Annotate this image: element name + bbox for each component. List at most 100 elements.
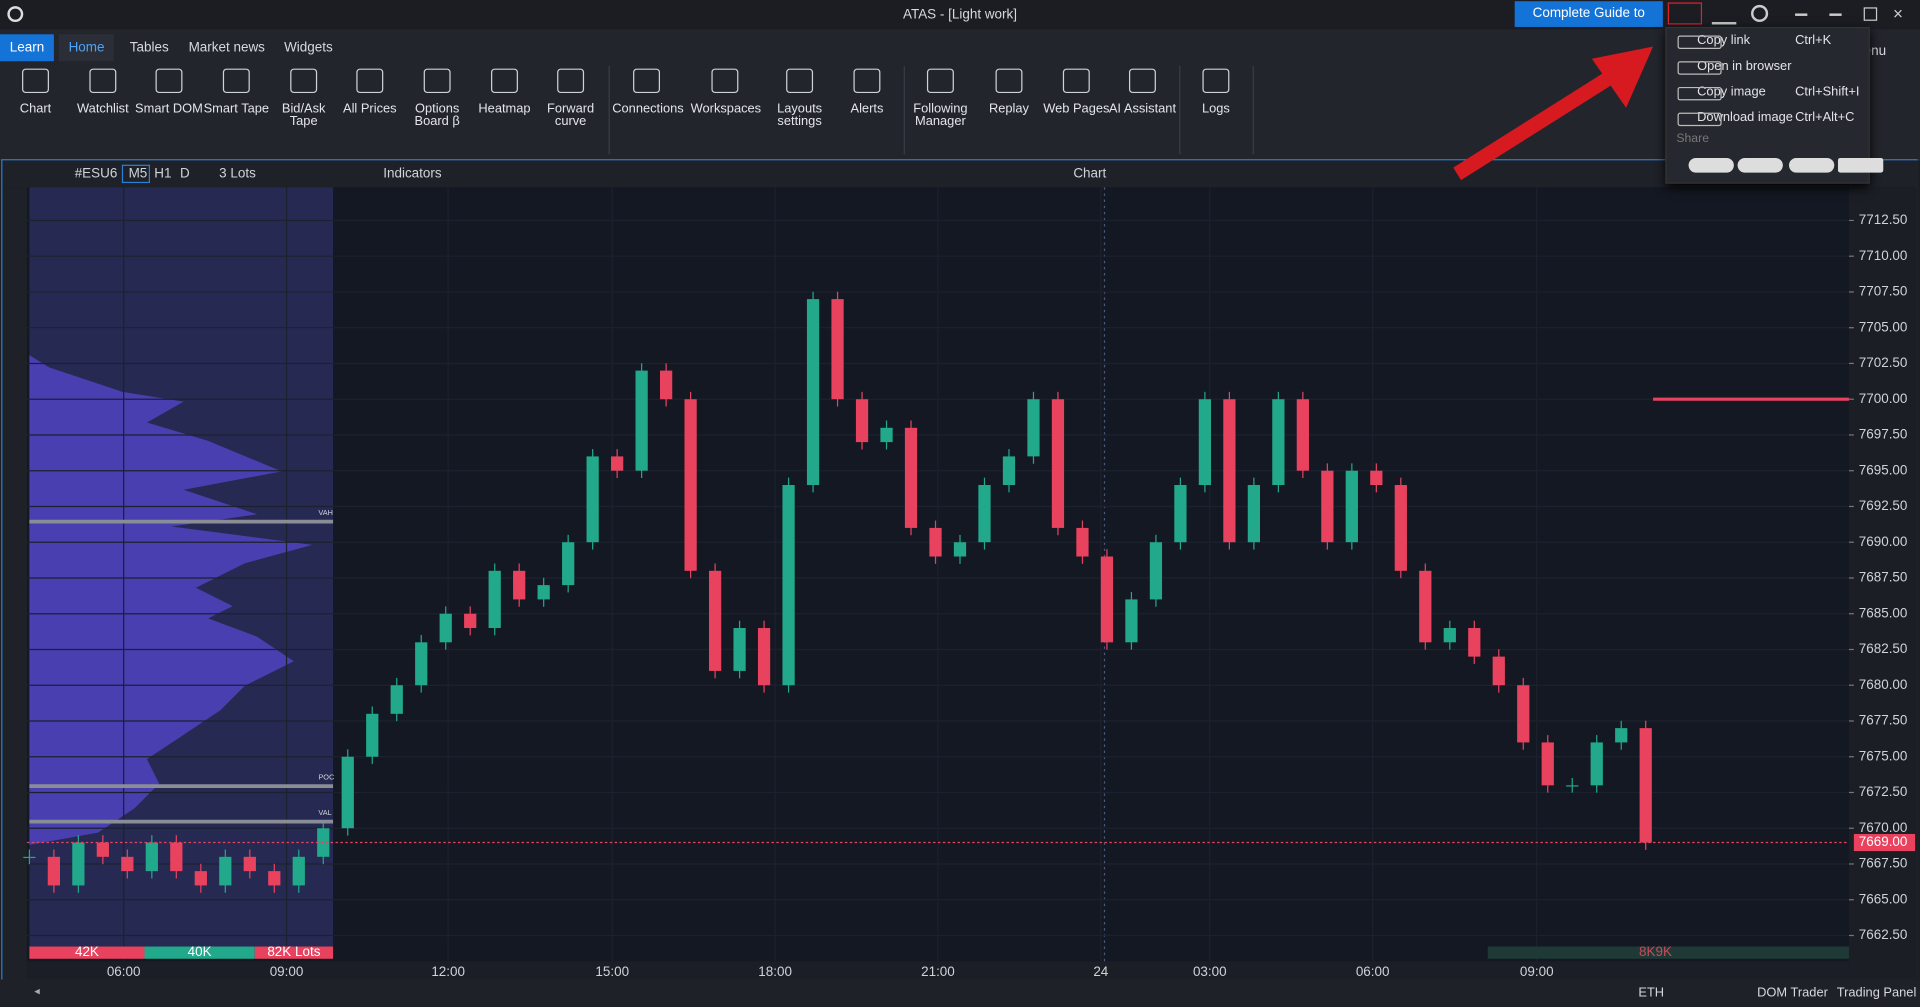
minimize-button[interactable] [1829,13,1842,16]
ribbon-label: Alerts [850,101,884,117]
candle [219,856,232,886]
ribbon-button[interactable]: Chart [1,68,70,115]
tab[interactable]: Home [58,34,115,62]
tab[interactable]: Learn [0,34,55,62]
ribbon-button[interactable]: Replay [975,68,1044,115]
candle [880,427,893,443]
ribbon-icon [22,68,49,94]
camera-button[interactable] [1667,2,1703,25]
menu-item[interactable]: Copy link Ctrl+K [1667,28,1869,54]
y-tick-label: 7705.00 [1859,319,1908,334]
ribbon-button[interactable]: Workspaces [690,68,762,117]
menu-icon [1677,35,1722,49]
y-tick-label: 7697.50 [1859,427,1908,442]
status-item[interactable]: Trading Panel [1836,985,1917,1001]
status-item[interactable]: ETH [1638,985,1665,1001]
menu-item[interactable]: Copy image Ctrl+Shift+I [1667,80,1869,106]
candle [537,585,550,600]
indicators: Indicators [383,165,442,180]
y-tick-label: 7702.50 [1859,355,1908,370]
ribbon-button[interactable]: Logs [1182,68,1251,115]
ribbon-button[interactable]: Layouts settings [765,68,834,128]
chart-title: Chart [1073,165,1106,180]
ribbon-button[interactable]: Smart DOM [135,68,204,115]
ribbon-button[interactable]: Forward curve [536,68,605,129]
y-tick-label: 7670.00 [1859,820,1908,835]
separator [903,66,905,155]
candle [1615,728,1628,743]
status-item[interactable]: DOM Trader [1757,985,1828,1001]
tab[interactable]: Market news [188,40,265,56]
ribbon-button[interactable]: Bid/Ask Tape [269,68,338,128]
x-tick-label: 06:00 [107,964,141,979]
candle [733,628,746,671]
ribbon-icon [633,68,661,94]
ribbon-label: Forward curve [547,101,595,129]
candle [1468,628,1481,657]
profile-label: POC [318,772,335,781]
share-icon[interactable] [1788,157,1835,173]
candle [1149,542,1163,600]
candle [1639,728,1652,843]
candle [684,399,697,571]
candle [341,756,354,829]
app-logo [7,6,24,23]
user-button[interactable] [1711,5,1737,25]
ribbon-icon [1062,68,1090,94]
ribbon-label: Watchlist [77,101,129,117]
scroll-left[interactable]: ◂ [34,984,40,997]
menu-item[interactable]: Open in browser [1667,54,1869,80]
ribbon-button[interactable]: Following Manager [906,68,975,129]
tab[interactable]: Widgets [284,40,333,56]
y-tick-label: 7675.00 [1859,748,1908,763]
ribbon-button[interactable]: Connections [612,68,684,115]
ribbon-button[interactable]: Options Board β [403,68,472,128]
share-icon[interactable] [1688,157,1734,173]
y-tick-label: 7672.50 [1859,784,1908,799]
ribbon-button[interactable]: Smart Tape [202,68,271,117]
menu-shortcut: Ctrl+Shift+I [1795,84,1860,100]
candle [415,642,428,686]
candle [782,485,795,686]
volume-segment [29,946,145,959]
ribbon-button[interactable]: Alerts [833,68,902,117]
volume-label: 82K Lots [267,944,320,959]
x-tick-label: 06:00 [1356,964,1390,979]
ribbon-button[interactable]: AI Assistant [1108,68,1177,115]
share-icon[interactable] [1737,157,1783,173]
candle [806,299,820,486]
guide-button[interactable]: Complete Guide to ATAS [1514,1,1663,47]
ribbon-icon [557,68,585,94]
candle [1321,470,1334,543]
ribbon-label: Smart Tape [203,101,270,117]
ribbon-button[interactable]: All Prices [336,68,405,115]
candle [1051,399,1065,528]
settings-button[interactable] [1751,4,1769,23]
ribbon-label: Following Manager [913,101,968,129]
delta-label: 8K9K [1639,944,1672,959]
y-tick-label: 7677.50 [1859,713,1908,728]
ribbon-button[interactable]: Watchlist [69,68,138,117]
y-tick-label: 7685.00 [1859,605,1908,620]
candle [72,842,85,886]
close-button[interactable]: × [1893,3,1904,24]
menu-item[interactable]: Download image Ctrl+Alt+C [1667,105,1869,131]
ribbon-button[interactable]: Heatmap [470,68,539,115]
ribbon-icon [1202,68,1230,94]
tab[interactable]: Tables [129,40,169,56]
share-icon[interactable] [1837,157,1884,173]
volume-label: 40K [188,944,212,959]
pin-button[interactable] [1795,13,1808,16]
restore-button[interactable] [1863,7,1878,21]
candle [1174,485,1187,543]
ribbon-label: Workspaces [690,101,762,117]
candle [855,399,869,443]
x-tick-label: 12:00 [431,964,465,979]
candle [268,871,281,886]
candle [562,542,575,586]
chart: #ESU6 M5 H1 D 3 Lots Indicators Chart 7712.50 77… [2,160,1918,980]
timeframe: D [180,165,190,180]
y-tick-label: 7700.00 [1859,391,1908,406]
ribbon-button[interactable]: Web Pages [1042,68,1111,115]
